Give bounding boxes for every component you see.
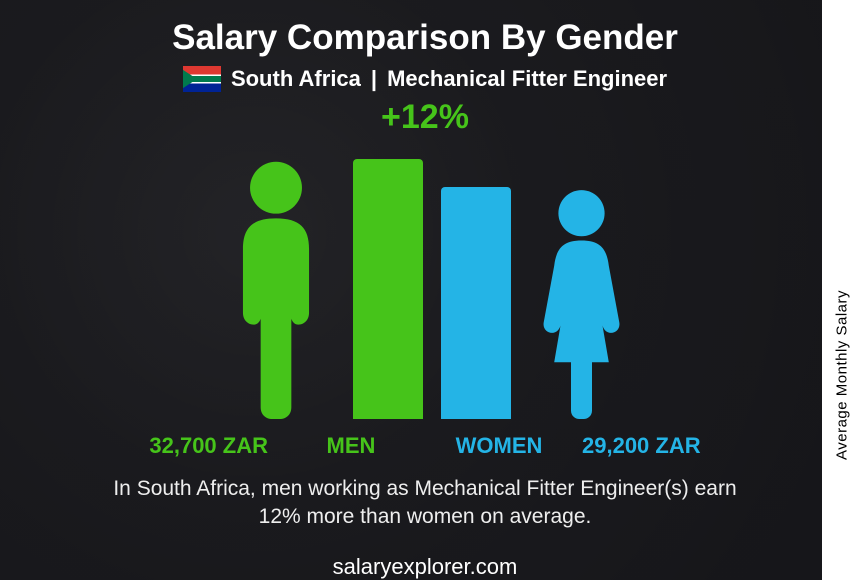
country-label: South Africa [231, 66, 361, 92]
infographic-content: Salary Comparison By Gender South Africa… [0, 0, 850, 580]
caption-line-2: 12% more than women on average. [259, 505, 592, 528]
male-icon [217, 159, 335, 419]
page-title: Salary Comparison By Gender [30, 18, 820, 58]
female-icon [529, 187, 634, 419]
side-axis-label: Average Monthly Salary [834, 290, 850, 460]
labels-row: 32,700 ZAR MEN WOMEN 29,200 ZAR [30, 433, 820, 459]
men-bar [353, 159, 423, 419]
flag-icon [183, 66, 221, 92]
men-label: MEN [286, 433, 416, 459]
chart-area [30, 139, 820, 419]
footer-source: salaryexplorer.com [30, 554, 820, 580]
subtitle: South Africa | Mechanical Fitter Enginee… [30, 66, 820, 92]
percentage-delta: +12% [30, 98, 820, 137]
caption-line-1: In South Africa, men working as Mechanic… [113, 477, 736, 500]
caption: In South Africa, men working as Mechanic… [75, 475, 775, 532]
separator: | [371, 66, 377, 92]
men-salary: 32,700 ZAR [138, 433, 268, 459]
job-label: Mechanical Fitter Engineer [387, 66, 667, 92]
women-salary: 29,200 ZAR [582, 433, 712, 459]
women-bar [441, 187, 511, 419]
women-label: WOMEN [434, 433, 564, 459]
